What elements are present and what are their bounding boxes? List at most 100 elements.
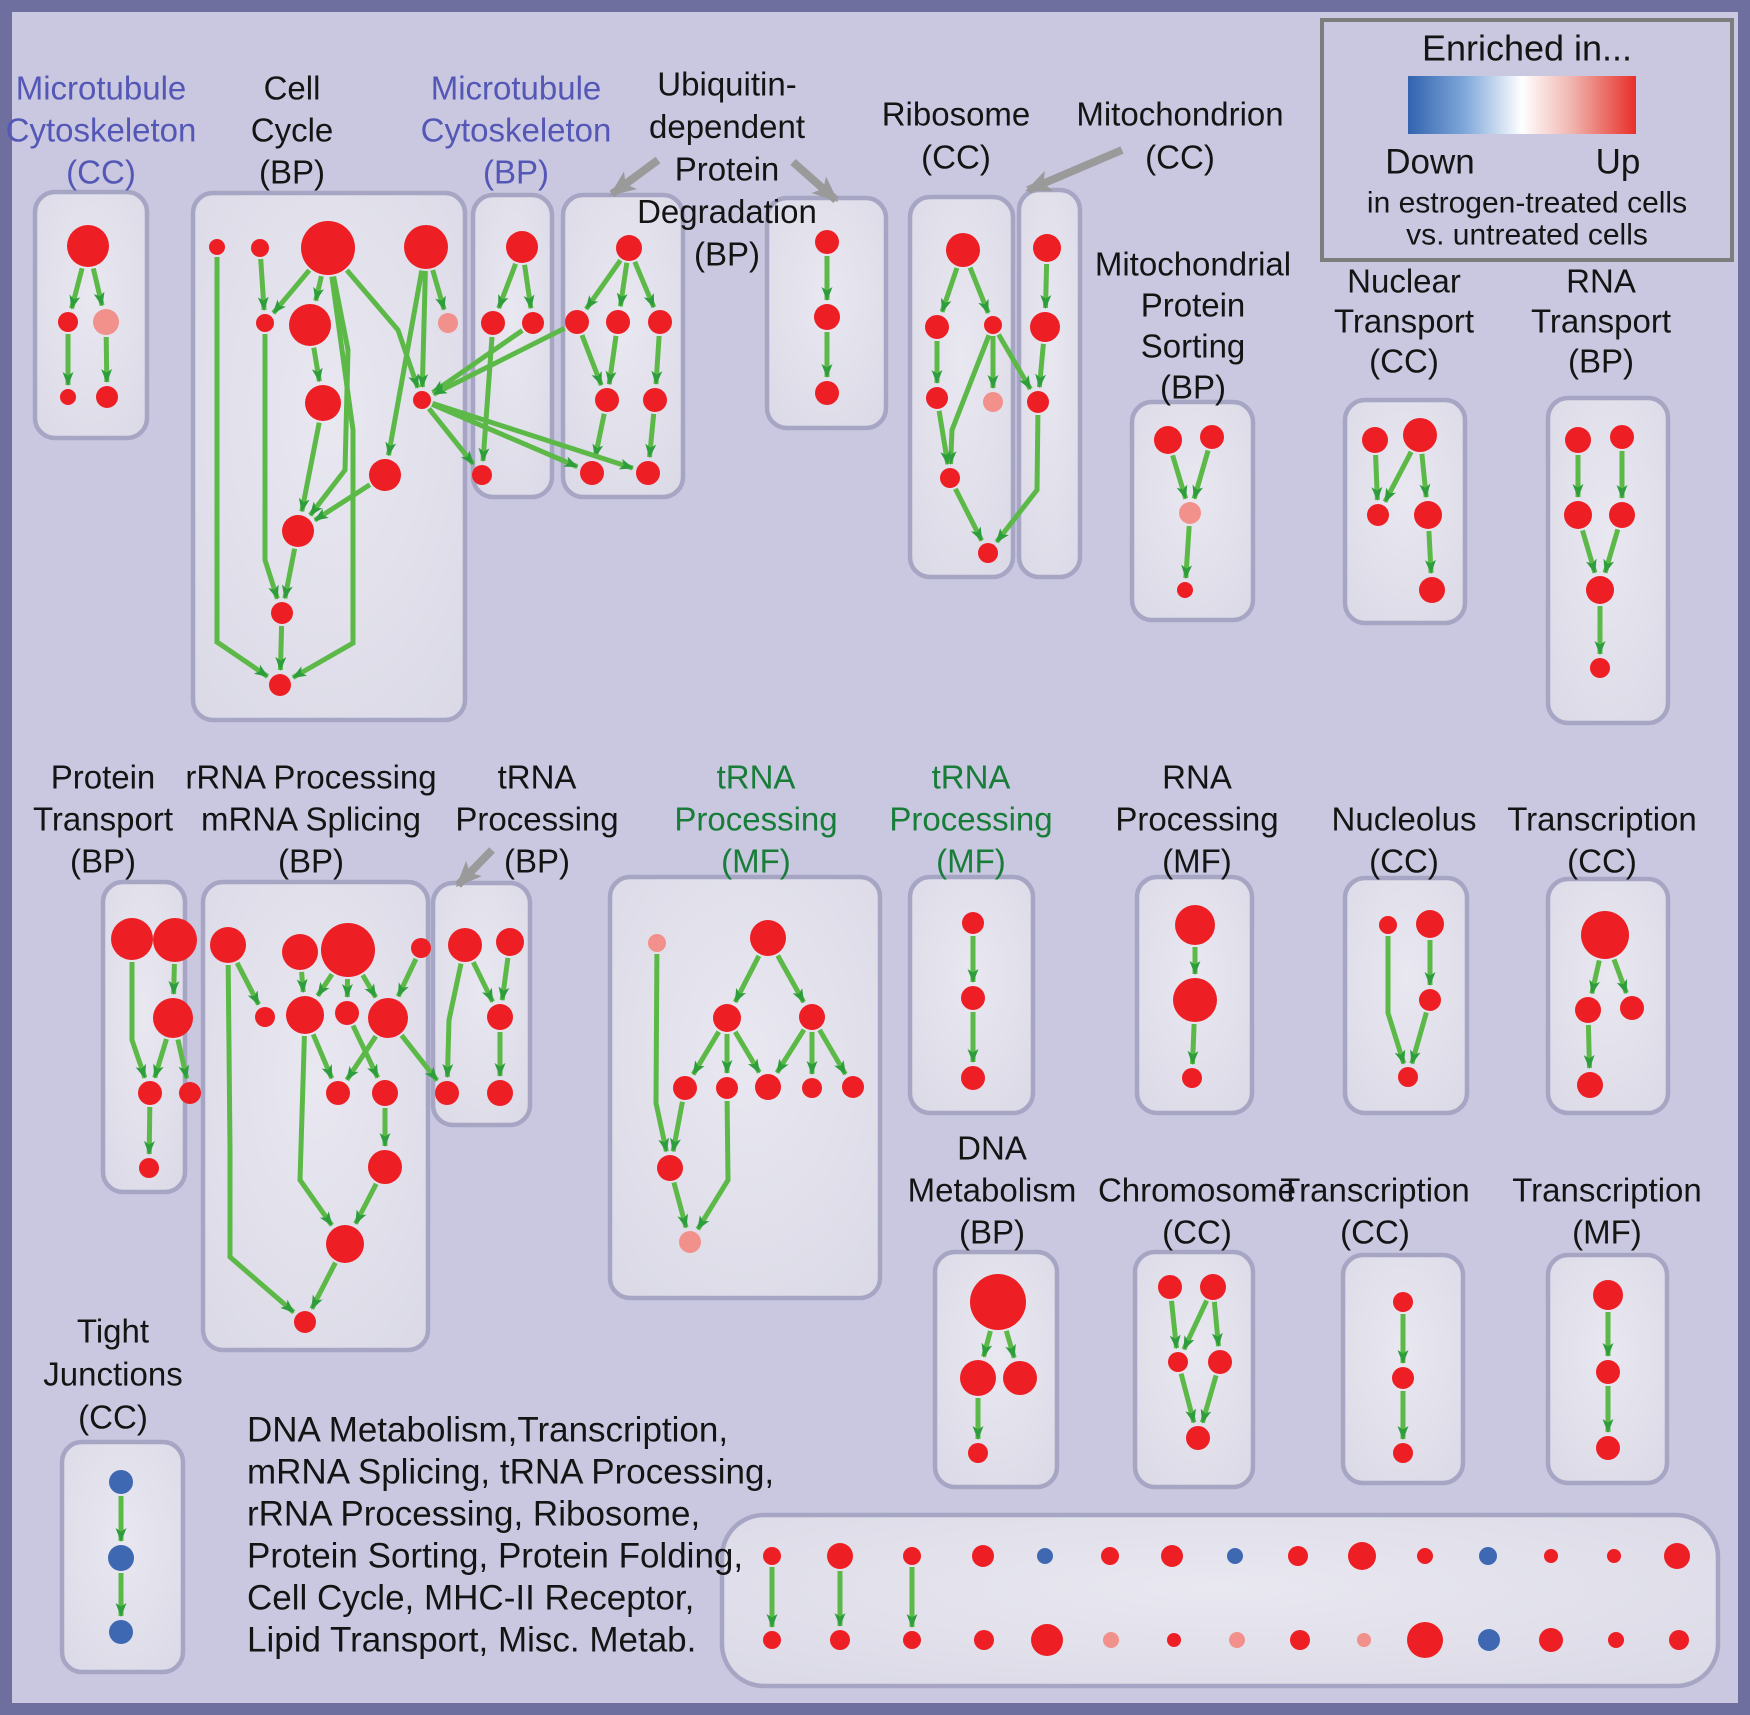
cell-cycle-bp-node-0 xyxy=(209,239,225,255)
edge xyxy=(936,410,952,466)
misc-strip-node-28 xyxy=(1608,1632,1624,1648)
rna-transport-bp-node-2 xyxy=(1564,501,1592,529)
edge xyxy=(732,954,762,1004)
nuclear-transport-cc-label: Transport xyxy=(1334,303,1474,340)
ubiquitin-dependent-protein-degradation-bp-node-2 xyxy=(606,310,630,334)
edge xyxy=(645,413,657,459)
ubiquitin-dependent-protein-degradation-bp-label: Protein xyxy=(675,151,780,188)
rrna-processing-mrna-splicing-bp-node-9 xyxy=(372,1080,398,1106)
chromosome-cc-node-2 xyxy=(1168,1352,1188,1372)
edge xyxy=(775,954,806,1004)
nucleolus-cc-node-1 xyxy=(1416,910,1444,938)
edge xyxy=(344,268,421,389)
chromosome-cc-node-1 xyxy=(1200,1274,1226,1300)
label-pointer-arrow xyxy=(1025,146,1124,194)
ribosome-cc-label: Ribosome xyxy=(882,96,1031,133)
legend: Enriched in... Down Up in estrogen-treated … xyxy=(1320,18,1734,262)
microtubule-cytoskeleton-cc-node-0 xyxy=(67,225,109,267)
microtubule-cytoskeleton-cc-node-1 xyxy=(58,312,78,332)
rrna-processing-mrna-splicing-bp-node-4 xyxy=(255,1007,275,1027)
misc-strip-node-3 xyxy=(972,1545,994,1567)
edge xyxy=(313,275,325,302)
edge xyxy=(129,962,148,1079)
trna-processing-mf-2-node-1 xyxy=(961,986,985,1010)
edge xyxy=(671,1181,689,1229)
rrna-processing-mrna-splicing-bp-node-0 xyxy=(210,927,246,963)
microtubule-cytoskeleton-bp-node-3 xyxy=(472,465,492,485)
mitochondrial-protein-sorting-bp-label: Sorting xyxy=(1141,328,1246,365)
misc-strip-node-0 xyxy=(763,1547,781,1565)
protein-transport-bp-label: Protein xyxy=(51,759,156,796)
microtubule-cytoskeleton-bp-node-1 xyxy=(481,311,505,335)
rrna-processing-mrna-splicing-bp-node-8 xyxy=(326,1081,350,1105)
edge xyxy=(1409,1011,1429,1065)
ubiquitin-degradation-box2-node-2 xyxy=(815,381,839,405)
edge xyxy=(385,270,425,457)
edge xyxy=(313,482,372,523)
nucleolus-cc-node-2 xyxy=(1419,989,1441,1011)
edge xyxy=(471,961,495,1003)
rna-transport-bp-label: (BP) xyxy=(1568,343,1634,380)
edge xyxy=(953,487,984,542)
edge xyxy=(1003,1330,1017,1359)
microtubule-cytoskeleton-bp-label: Microtubule xyxy=(431,70,602,107)
microtubule-cytoskeleton-cc-node-3 xyxy=(60,389,76,405)
edge xyxy=(315,972,335,998)
misc-strip-node-6 xyxy=(1161,1545,1183,1567)
edge xyxy=(442,963,464,1078)
ubiquitin-dependent-protein-degradation-bp-node-6 xyxy=(580,461,604,485)
misc-strip-node-27 xyxy=(1539,1628,1563,1652)
tight-junctions-cc-node-0 xyxy=(109,1470,133,1494)
edge xyxy=(817,1028,848,1076)
ubiquitin-degradation-box2-node-0 xyxy=(815,230,839,254)
mitochondrion-cc-label: Mitochondrion xyxy=(1076,96,1283,133)
cell-cycle-bp-node-8 xyxy=(413,391,431,409)
ubiquitin-dependent-protein-degradation-bp-label: dependent xyxy=(649,108,805,145)
edge xyxy=(101,336,113,383)
ribosome-cc-node-6 xyxy=(978,543,998,563)
tight-junctions-cc-node-2 xyxy=(109,1620,133,1644)
edge xyxy=(1181,525,1193,579)
misc-strip-node-13 xyxy=(1607,1549,1621,1563)
edge xyxy=(1040,263,1052,309)
ribosome-cc-node-3 xyxy=(926,387,948,409)
misc-strip-node-5 xyxy=(1101,1547,1119,1565)
tight-junctions-cc-label: (CC) xyxy=(78,1399,148,1436)
edge xyxy=(1178,1372,1197,1424)
dna-metabolism-bp-label: DNA xyxy=(957,1130,1027,1167)
trna-processing-mf-1-node-3 xyxy=(799,1004,825,1030)
cell-cycle-bp-node-12 xyxy=(269,674,291,696)
edge xyxy=(996,333,1033,391)
ribosome-cc-node-5 xyxy=(940,468,960,488)
edge xyxy=(275,625,287,671)
edge xyxy=(431,328,524,395)
tight-junctions-cc-node-1 xyxy=(108,1545,134,1571)
misc-strip-node-15 xyxy=(763,1631,781,1649)
label-pointer-arrow xyxy=(455,847,495,888)
edge xyxy=(1191,449,1211,500)
trna-processing-mf-1-label: Processing xyxy=(674,801,837,838)
protein-transport-bp-node-3 xyxy=(138,1081,162,1105)
tight-junctions-cc-label: Tight xyxy=(77,1313,149,1350)
chromosome-cc-label: (CC) xyxy=(1162,1214,1232,1251)
microtubule-cytoskeleton-cc-label: Cytoskeleton xyxy=(6,112,197,149)
misc-strip-node-22 xyxy=(1229,1632,1245,1648)
edge xyxy=(496,262,518,310)
misc-strip-node-12 xyxy=(1544,1549,1558,1563)
dna-metabolism-bp-node-1 xyxy=(960,1360,996,1396)
nuclear-transport-cc-label: (CC) xyxy=(1369,343,1439,380)
microtubule-cytoskeleton-cc-node-2 xyxy=(93,309,119,335)
rna-transport-bp-node-0 xyxy=(1565,427,1591,453)
rrna-processing-mrna-splicing-bp-label: rRNA Processing xyxy=(185,759,436,796)
dna-metabolism-bp-label: Metabolism xyxy=(908,1172,1077,1209)
edge xyxy=(432,326,566,397)
trna-processing-mf-1-node-0 xyxy=(648,934,666,952)
rrna-processing-mrna-splicing-bp-node-7 xyxy=(368,998,408,1038)
ribosome-cc-node-0 xyxy=(946,233,980,267)
nodes-layer xyxy=(58,221,1690,1658)
transcription-cc-row2-label: (CC) xyxy=(1567,843,1637,880)
edge xyxy=(1382,450,1414,503)
cell-cycle-bp-node-10 xyxy=(282,515,314,547)
edge xyxy=(1602,528,1621,574)
